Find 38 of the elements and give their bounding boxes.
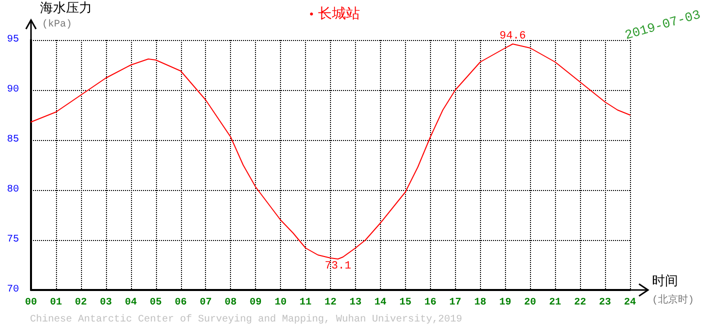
y-tick-label: 75 xyxy=(6,234,19,246)
x-tick-label: 03 xyxy=(100,298,112,308)
y-tick-label: 90 xyxy=(6,84,19,96)
x-tick-label: 17 xyxy=(449,298,462,308)
annotation: 73.1 xyxy=(324,260,352,272)
x-tick-label: 22 xyxy=(574,298,586,308)
x-tick-label: 19 xyxy=(499,298,512,308)
x-axis-title: 时间 (北京时) xyxy=(652,274,694,306)
y-tick-label: 80 xyxy=(6,184,19,196)
y-tick-label: 85 xyxy=(6,134,19,146)
x-tick-label: 07 xyxy=(200,298,212,308)
y-tick-label: 70 xyxy=(6,284,19,296)
x-tick-label: 14 xyxy=(374,298,386,308)
x-tick-label: 06 xyxy=(174,298,187,308)
x-tick-label: 05 xyxy=(150,298,162,308)
legend-label: 长城站 xyxy=(318,6,360,22)
x-tick-label: 21 xyxy=(549,298,562,308)
y-tick-label: 95 xyxy=(6,34,19,46)
annotation: 94.6 xyxy=(499,30,526,42)
y-axis-title: 海水压力 (kPa) xyxy=(40,1,92,30)
x-tick-label: 08 xyxy=(224,298,237,308)
x-tick-label: 13 xyxy=(349,298,362,308)
x-tick-label: 16 xyxy=(424,298,436,308)
text: Chinese Antarctic Center of Surveying and Mapping, Wuhan University,2019 xyxy=(30,314,462,326)
x-tick-label: 10 xyxy=(274,298,287,308)
x-tick-label: 01 xyxy=(50,298,62,308)
x-tick-label: 20 xyxy=(524,298,536,308)
x-tick-label: 24 xyxy=(624,298,636,308)
x-tick-label: 12 xyxy=(324,298,337,308)
x-tick-label: 18 xyxy=(474,298,486,308)
x-tick-label: 02 xyxy=(74,298,87,308)
x-tick-label: 23 xyxy=(599,298,612,308)
x-tick-label: 00 xyxy=(24,298,38,308)
x-tick-label: 09 xyxy=(250,298,262,308)
x-tick-label: 04 xyxy=(124,298,137,308)
x-tick-label: 11 xyxy=(300,298,312,308)
line-series xyxy=(30,44,630,260)
x-tick-label: 15 xyxy=(399,298,412,308)
